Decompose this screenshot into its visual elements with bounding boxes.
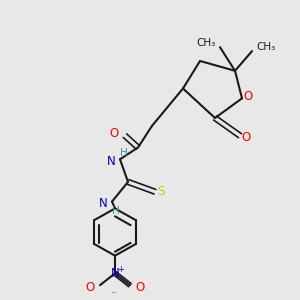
Text: H: H <box>112 206 120 216</box>
Text: N: N <box>111 267 119 280</box>
Text: O: O <box>243 90 253 103</box>
Text: H: H <box>120 148 128 158</box>
Text: +: + <box>118 265 124 274</box>
Text: O: O <box>86 280 95 294</box>
Text: CH₃: CH₃ <box>256 42 275 52</box>
Text: S: S <box>157 185 165 198</box>
Text: O: O <box>242 131 250 144</box>
Text: CH₃: CH₃ <box>197 38 216 48</box>
Text: O: O <box>135 280 144 294</box>
Text: N: N <box>107 155 116 168</box>
Text: N: N <box>99 197 108 210</box>
Text: O: O <box>110 127 119 140</box>
Text: ⁻: ⁻ <box>110 290 116 300</box>
